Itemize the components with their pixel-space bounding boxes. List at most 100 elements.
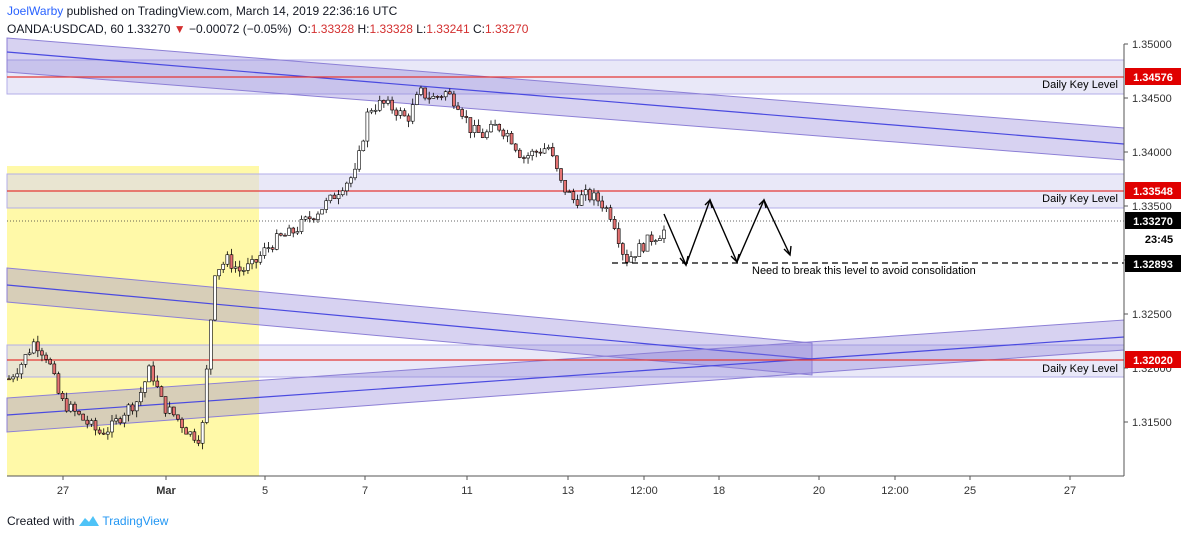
- x-tick-label: 25: [964, 485, 976, 497]
- axis-label-key-lower-bg: [1125, 351, 1181, 368]
- candle-body: [15, 373, 20, 378]
- candle-body: [662, 229, 666, 239]
- candle-body: [476, 125, 481, 133]
- candle-body: [254, 259, 258, 263]
- candle-body: [295, 231, 300, 234]
- time-axis-ticks: 27 Mar 5 7 11 13 12:00 18 20 12:00 25 27: [57, 476, 1076, 497]
- publish-header: JoelWarby published on TradingView.com, …: [7, 4, 397, 18]
- candle-body: [386, 99, 390, 104]
- candle-body: [287, 227, 291, 236]
- candle-body: [480, 132, 485, 138]
- candles: [7, 85, 666, 450]
- candle-body: [431, 96, 436, 99]
- candle-body: [439, 96, 444, 98]
- candle-body: [373, 109, 378, 112]
- candle-body: [126, 404, 131, 416]
- candle-body: [629, 256, 633, 263]
- candle-body: [225, 254, 230, 265]
- candle-body: [151, 365, 155, 382]
- change-value: −0.00072 (−0.05%): [189, 22, 292, 36]
- candle-body: [196, 439, 201, 444]
- symbol-label: OANDA:USDCAD, 60: [7, 22, 124, 36]
- candle-body: [530, 150, 534, 156]
- candle-body: [159, 386, 164, 397]
- candle-body: [546, 147, 551, 150]
- candle-body: [567, 191, 572, 193]
- candle-body: [324, 200, 329, 210]
- candle-body: [328, 194, 333, 202]
- candle-body: [526, 155, 530, 159]
- candle-body: [171, 406, 176, 416]
- candle-body: [522, 157, 526, 159]
- candle-body: [633, 256, 637, 258]
- candle-body: [600, 200, 605, 209]
- candle-body: [621, 243, 625, 255]
- axis-label-key-middle-bg: [1125, 182, 1181, 199]
- projection-arrowheads: [679, 198, 792, 267]
- candle-body: [312, 218, 316, 221]
- candle-body: [658, 238, 662, 241]
- candle-body: [114, 418, 118, 422]
- tradingview-logo-icon: [79, 516, 100, 526]
- candle-body: [64, 398, 69, 412]
- candle-body: [472, 125, 477, 133]
- candle-body: [48, 359, 52, 365]
- candle-body: [534, 150, 539, 153]
- y-tick-label: 1.34000: [1132, 147, 1172, 159]
- x-tick-label: 12:00: [630, 485, 658, 497]
- candle-body: [653, 240, 658, 242]
- ascending-channel-midline: [6, 336, 1125, 416]
- candle-body: [167, 406, 172, 414]
- high-label: H:: [357, 22, 370, 36]
- open-label: O:: [298, 22, 311, 36]
- candle-body: [270, 247, 275, 250]
- candle-body: [68, 403, 73, 412]
- candle-body: [596, 192, 600, 202]
- candle-body: [221, 263, 226, 270]
- candle-body: [579, 194, 584, 206]
- candle-body: [563, 180, 567, 193]
- candle-body: [489, 123, 493, 133]
- candle-body: [97, 429, 102, 434]
- candle-body: [353, 168, 357, 179]
- candle-body: [493, 123, 497, 126]
- candle-body: [262, 247, 267, 256]
- ohlc-header: OANDA:USDCAD, 60 1.33270 ▼ −0.00072 (−0.…: [7, 22, 528, 36]
- x-tick-label: 13: [562, 485, 574, 497]
- candle-body: [402, 110, 407, 117]
- tradingview-brand[interactable]: TradingView: [102, 514, 169, 528]
- candle-body: [180, 418, 184, 429]
- y-tick-label: 1.31500: [1132, 417, 1172, 429]
- author-link[interactable]: JoelWarby: [7, 4, 64, 18]
- candle-body: [559, 168, 563, 181]
- candle-body: [274, 233, 279, 250]
- candle-body: [509, 133, 514, 145]
- candle-body: [213, 275, 217, 321]
- candle-body: [27, 352, 32, 355]
- axis-label-key-middle: 1.33548: [1133, 186, 1173, 198]
- candle-body: [497, 123, 502, 131]
- candle-body: [192, 431, 197, 441]
- candle-body: [52, 363, 57, 375]
- candle-body: [340, 190, 345, 196]
- candle-body: [258, 255, 263, 263]
- low-label: L:: [416, 22, 427, 36]
- candle-body: [443, 91, 448, 98]
- candle-body: [122, 414, 127, 424]
- candle-body: [332, 194, 337, 199]
- candle-body: [423, 87, 427, 99]
- candle-body: [246, 263, 250, 271]
- candle-body: [555, 155, 559, 169]
- x-tick-label: 12:00: [881, 485, 909, 497]
- candle-body: [56, 373, 61, 394]
- candle-body: [40, 350, 44, 356]
- candle-body: [299, 219, 304, 232]
- candle-body: [641, 243, 646, 252]
- candle-body: [19, 364, 24, 375]
- y-tick-label: 1.33500: [1132, 201, 1172, 213]
- candle-body: [464, 116, 469, 118]
- candle-body: [283, 234, 287, 237]
- candle-body: [44, 354, 48, 360]
- axis-label-key-upper: 1.34576: [1133, 72, 1173, 84]
